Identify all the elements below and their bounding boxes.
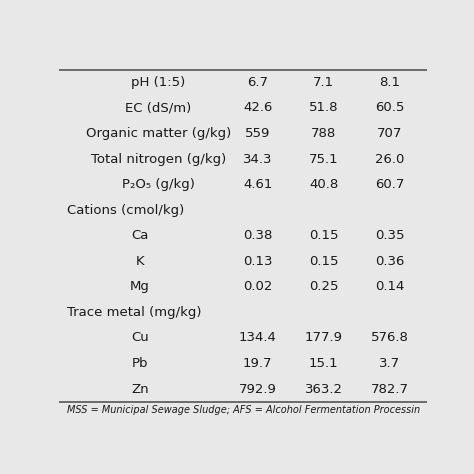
Text: 75.1: 75.1 — [309, 153, 338, 165]
Text: 707: 707 — [377, 127, 402, 140]
Text: Cu: Cu — [131, 331, 149, 345]
Text: 0.15: 0.15 — [309, 229, 338, 242]
Text: K: K — [136, 255, 145, 268]
Text: 51.8: 51.8 — [309, 101, 338, 115]
Text: 0.13: 0.13 — [243, 255, 273, 268]
Text: Cations (cmol⁣/kg): Cations (cmol⁣/kg) — [66, 204, 184, 217]
Text: MSS = Municipal Sewage Sludge; AFS = Alcohol Fermentation Processin: MSS = Municipal Sewage Sludge; AFS = Alc… — [66, 405, 419, 415]
Text: Mg: Mg — [130, 280, 150, 293]
Text: 134.4: 134.4 — [239, 331, 276, 345]
Text: Pb: Pb — [132, 357, 148, 370]
Text: 0.15: 0.15 — [309, 255, 338, 268]
Text: 7.1: 7.1 — [313, 76, 334, 89]
Text: Ca: Ca — [131, 229, 149, 242]
Text: 782.7: 782.7 — [371, 383, 409, 395]
Text: 42.6: 42.6 — [243, 101, 272, 115]
Text: 26.0: 26.0 — [375, 153, 404, 165]
Text: 19.7: 19.7 — [243, 357, 273, 370]
Text: 6.7: 6.7 — [247, 76, 268, 89]
Text: 40.8: 40.8 — [309, 178, 338, 191]
Text: Organic matter (g/kg): Organic matter (g/kg) — [86, 127, 231, 140]
Text: 8.1: 8.1 — [379, 76, 401, 89]
Text: 60.7: 60.7 — [375, 178, 404, 191]
Text: 177.9: 177.9 — [305, 331, 343, 345]
Text: 34.3: 34.3 — [243, 153, 273, 165]
Text: 60.5: 60.5 — [375, 101, 404, 115]
Text: 0.38: 0.38 — [243, 229, 272, 242]
Text: 15.1: 15.1 — [309, 357, 338, 370]
Text: 4.61: 4.61 — [243, 178, 272, 191]
Text: 559: 559 — [245, 127, 270, 140]
Text: 792.9: 792.9 — [239, 383, 276, 395]
Text: 363.2: 363.2 — [305, 383, 343, 395]
Text: Total nitrogen (g/kg): Total nitrogen (g/kg) — [91, 153, 226, 165]
Text: 0.02: 0.02 — [243, 280, 272, 293]
Text: Zn: Zn — [131, 383, 149, 395]
Text: pH (1:5): pH (1:5) — [131, 76, 185, 89]
Text: 0.25: 0.25 — [309, 280, 338, 293]
Text: 576.8: 576.8 — [371, 331, 409, 345]
Text: 0.36: 0.36 — [375, 255, 404, 268]
Text: 3.7: 3.7 — [379, 357, 401, 370]
Text: 0.35: 0.35 — [375, 229, 405, 242]
Text: Trace metal (mg/kg): Trace metal (mg/kg) — [66, 306, 201, 319]
Text: P₂O₅ (g/kg): P₂O₅ (g/kg) — [122, 178, 195, 191]
Text: 788: 788 — [311, 127, 337, 140]
Text: 0.14: 0.14 — [375, 280, 404, 293]
Text: EC (dS/m): EC (dS/m) — [125, 101, 191, 115]
